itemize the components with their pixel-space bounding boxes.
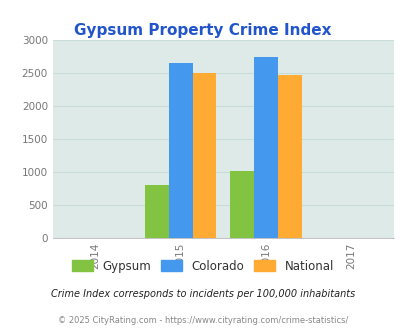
Text: © 2025 CityRating.com - https://www.cityrating.com/crime-statistics/: © 2025 CityRating.com - https://www.city… [58, 316, 347, 325]
Bar [145, 185, 168, 238]
Text: Crime Index corresponds to incidents per 100,000 inhabitants: Crime Index corresponds to incidents per… [51, 289, 354, 299]
Bar [230, 171, 254, 238]
Bar [168, 63, 192, 238]
Bar [254, 57, 277, 238]
Text: Gypsum Property Crime Index: Gypsum Property Crime Index [74, 23, 331, 38]
Bar [192, 73, 216, 238]
Legend: Gypsum, Colorado, National: Gypsum, Colorado, National [67, 255, 338, 278]
Bar [277, 75, 301, 238]
